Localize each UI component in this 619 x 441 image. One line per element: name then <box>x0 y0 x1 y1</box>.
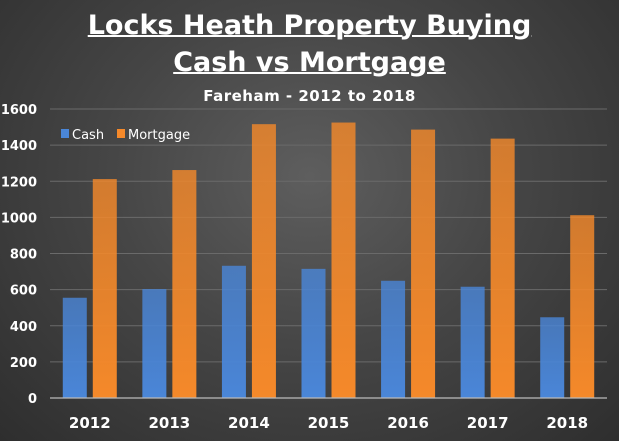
x-tick-label: 2017 <box>467 414 509 432</box>
bar-cash-2013 <box>142 289 167 398</box>
legend-label-mortgage: Mortgage <box>128 128 190 143</box>
legend-label-cash: Cash <box>72 128 104 143</box>
x-tick-label: 2016 <box>387 414 429 432</box>
bar-mortgage-2017 <box>490 138 515 398</box>
chart-title-line2: Cash vs Mortgage <box>173 47 446 78</box>
bar-cash-2017 <box>460 286 485 398</box>
chart-subtitle: Fareham - 2012 to 2018 <box>203 87 416 105</box>
y-tick-label: 400 <box>10 320 37 335</box>
y-tick-label: 200 <box>10 356 37 371</box>
x-tick-label: 2018 <box>546 414 588 432</box>
x-tick-label: 2014 <box>228 414 270 432</box>
bar-mortgage-2014 <box>251 124 276 399</box>
y-tick-label: 1600 <box>1 103 37 118</box>
bar-mortgage-2016 <box>411 129 436 398</box>
x-tick-label: 2013 <box>148 414 190 432</box>
bar-cash-2014 <box>221 265 246 398</box>
bar-cash-2018 <box>540 317 565 398</box>
x-tick-label: 2015 <box>308 414 350 432</box>
y-tick-label: 1000 <box>1 211 37 226</box>
bar-cash-2012 <box>62 297 87 398</box>
bar-cash-2016 <box>381 280 406 398</box>
x-tick-label: 2012 <box>69 414 111 432</box>
chart-title: Locks Heath Property Buying <box>87 10 532 41</box>
y-tick-label: 1400 <box>1 139 37 154</box>
legend-swatch-mortgage <box>117 129 125 138</box>
bar-mortgage-2012 <box>92 179 117 398</box>
bar-cash-2015 <box>301 268 326 398</box>
bar-mortgage-2015 <box>331 122 356 398</box>
legend-swatch-cash <box>61 129 69 138</box>
bar-mortgage-2018 <box>570 215 595 398</box>
bar-mortgage-2013 <box>172 170 197 398</box>
y-tick-label: 0 <box>28 392 37 407</box>
y-tick-label: 1200 <box>1 175 37 190</box>
y-tick-label: 600 <box>10 284 37 299</box>
y-tick-label: 800 <box>10 248 37 263</box>
